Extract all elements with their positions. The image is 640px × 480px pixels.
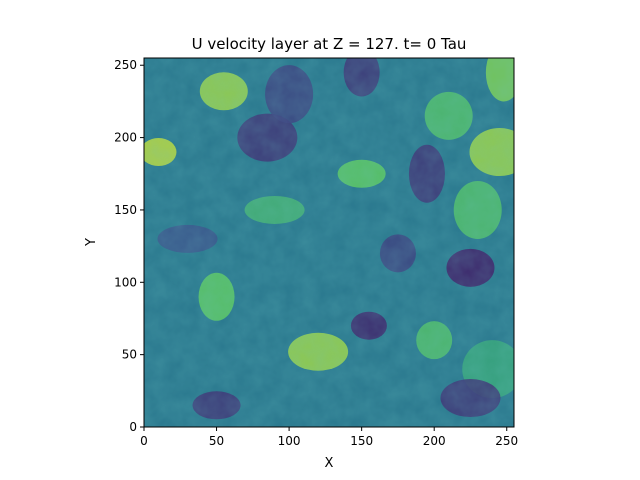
x-axis: 0 50 100 150 200 250	[140, 427, 518, 448]
x-tick-label: 200	[423, 434, 446, 448]
x-tick-label: 50	[209, 434, 224, 448]
x-tick-label: 0	[140, 434, 148, 448]
chart-title: U velocity layer at Z = 127. t= 0 Tau	[192, 35, 467, 53]
heatmap-texture	[144, 58, 514, 427]
x-tick-label: 250	[495, 434, 518, 448]
y-axis-label: Y	[84, 238, 99, 247]
x-tick-label: 100	[278, 434, 301, 448]
y-tick-label: 50	[122, 348, 137, 362]
x-axis-label: X	[325, 456, 334, 471]
y-tick-label: 250	[114, 58, 137, 72]
y-tick-label: 100	[114, 275, 137, 289]
x-tick-label: 150	[350, 434, 373, 448]
y-tick-label: 0	[129, 420, 137, 434]
y-axis: 0 50 100 150 200 250	[114, 58, 144, 434]
y-tick-label: 150	[114, 203, 137, 217]
heatmap-area	[144, 58, 514, 427]
y-tick-label: 200	[114, 131, 137, 145]
plot-frame	[143, 57, 515, 428]
